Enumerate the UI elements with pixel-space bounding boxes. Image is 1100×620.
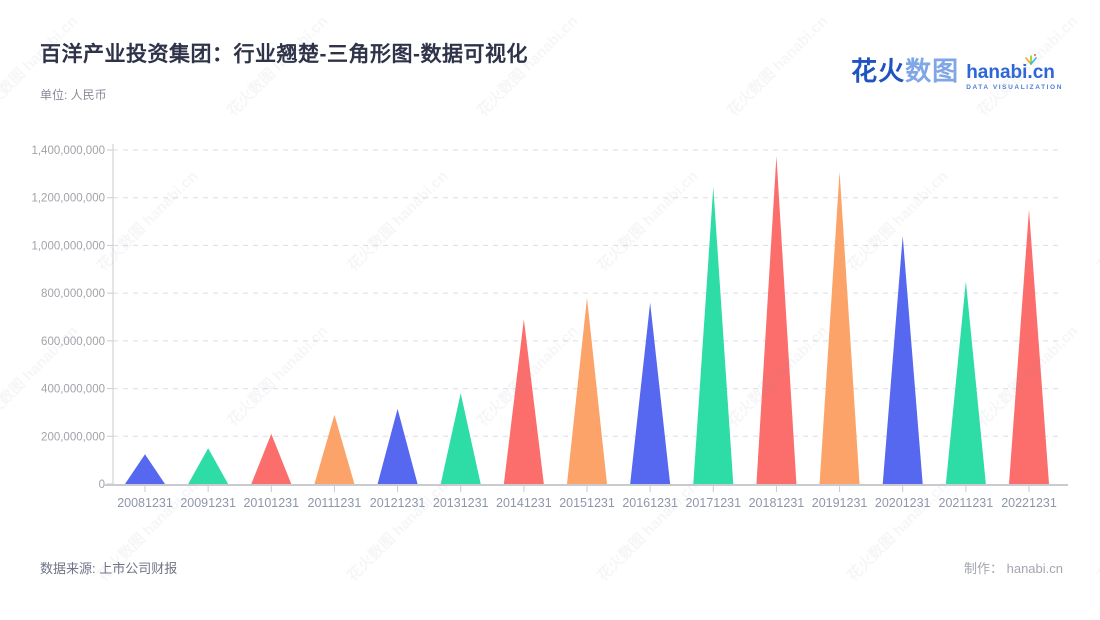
x-axis-label: 20151231 [559,496,615,510]
triangle-marker [567,297,607,484]
logo-cn-text: 花火 数图 [851,58,959,84]
logo-cn-bold: 花火 [851,56,906,86]
x-axis-label: 20101231 [243,496,299,510]
x-axis-label: 20141231 [496,496,552,510]
triangle-marker [503,319,544,484]
y-axis-label: 600,000,000 [41,336,105,348]
data-source-text: 数据来源: 上市公司财报 [40,561,178,576]
logo-en-sub: DATA VISUALIZATION [966,84,1063,91]
triangle-marker [630,302,671,484]
triangle-marker [125,454,165,484]
y-axis-label: 1,400,000,000 [31,145,105,157]
y-axis-label: 1,200,000,000 [31,193,105,205]
x-axis-label: 20181231 [749,496,805,510]
y-axis-label: 400,000,000 [41,384,105,396]
triangle-marker [819,171,860,484]
logo-en-main: hanabi.cn [966,62,1055,83]
triangle-marker [693,187,734,484]
x-axis-label: 20201231 [875,496,931,510]
logo-en-block: hanabi.cn DATA VISUALIZATION [966,53,1063,91]
y-axis-label: 200,000,000 [41,431,105,443]
x-axis-label: 20111231 [308,496,362,510]
x-axis-label: 20081231 [117,496,173,510]
y-axis-label: 1,000,000,000 [31,240,105,252]
triangle-chart: 0 200,000,000 400,000,000 600,000,000 800,00… [0,118,1100,538]
x-axis-label: 20121231 [370,496,426,510]
watermark: 花火数图 hanabi.cn [724,12,832,120]
unit-label: 单位: 人民币 [40,88,107,102]
triangle-marker [314,414,355,484]
x-axis-label: 20091231 [180,496,236,510]
sparkle-icon [1023,53,1039,66]
triangle-marker [377,408,418,484]
chart-title: 百洋产业投资集团：行业翘楚-三角形图-数据可视化 [40,43,528,66]
x-axis-label: 20171231 [685,496,741,510]
triangle-marker [945,281,986,484]
chart-plot-area: 0 200,000,000 400,000,000 600,000,000 800,00… [31,144,1068,510]
x-axis-label: 20131231 [433,496,489,510]
x-axis-label: 20161231 [622,496,678,510]
hanabi-logo: 花火 数图 hanabi.cn DATA VISUALIZATION [851,53,1063,91]
triangle-marker [440,393,481,484]
logo-cn-light: 数图 [905,56,960,86]
y-axis-label: 800,000,000 [41,288,105,300]
x-axis-label: 20211231 [939,496,994,510]
triangle-marker [1009,209,1049,484]
triangle-marker [188,448,229,484]
triangle-marker [882,235,923,484]
triangle-marker [251,433,292,484]
x-axis-label: 20221231 [1001,496,1057,510]
credit-text: 制作： hanabi.cn [964,561,1063,576]
triangle-marker [756,156,797,484]
y-axis-label: 0 [99,479,105,491]
x-axis-label: 20191231 [812,496,868,510]
